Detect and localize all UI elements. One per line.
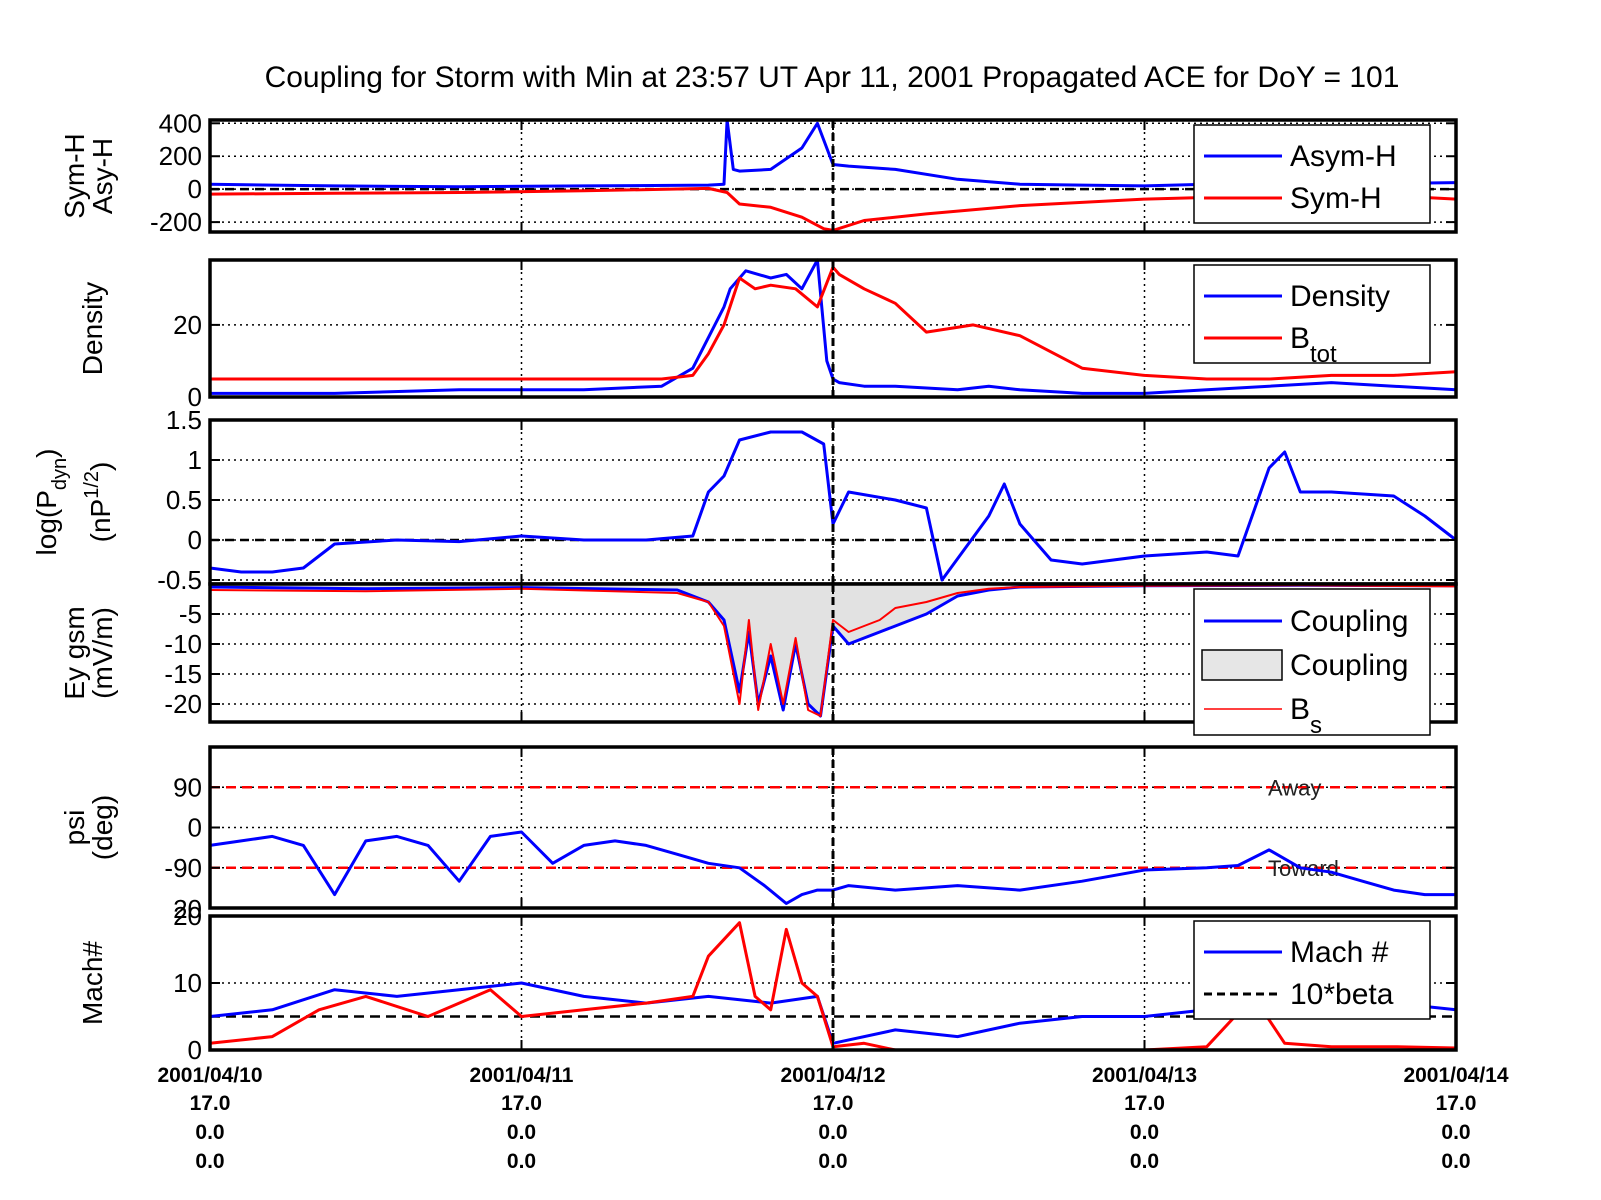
panel-6: 20 10 0 Mach# Mach # 10*beta [77, 901, 1458, 1065]
y-tick-label: 0 [188, 382, 202, 412]
x-tick-label: 0.0 [507, 1150, 536, 1173]
x-tick-label: 0.0 [1130, 1150, 1159, 1173]
y-axis-label: Density [77, 282, 108, 375]
legend-label: 10*beta [1290, 978, 1394, 1011]
x-tick-label: 17.0 [1124, 1092, 1165, 1115]
y-tick-label: 10 [173, 968, 202, 998]
x-tick-label: 17.0 [813, 1092, 854, 1115]
series-line [209, 921, 1457, 1052]
x-tick-label: 0.0 [195, 1150, 224, 1173]
y-tick-label: 400 [159, 108, 202, 138]
chart-title: Coupling for Storm with Min at 23:57 UT … [265, 61, 1400, 94]
legend: Coupling Coupling Bs [1193, 588, 1431, 739]
y-tick-label: 20 [173, 901, 202, 931]
x-tick-label: 2001/04/11 [470, 1064, 574, 1087]
legend: Mach # 10*beta [1193, 920, 1431, 1020]
x-tick-label: 17.0 [190, 1092, 231, 1115]
y-axis-label: Asy-H [87, 138, 118, 214]
panel-3: 1.5 1 0.5 0 -0.5 log(Pdyn) (nP1/2) [31, 405, 1458, 595]
x-tick-label: 0.0 [818, 1121, 847, 1144]
x-axis-labels: 2001/04/10 2001/04/11 2001/04/12 2001/04/13… [157, 1064, 1508, 1173]
legend-label: Btot [1290, 322, 1337, 368]
x-tick-label: 0.0 [1441, 1121, 1470, 1144]
y-axis-label: log(Pdyn) [31, 449, 71, 556]
legend-label: Mach # [1290, 936, 1389, 969]
y-tick-label: 0 [188, 1035, 202, 1065]
x-tick-label: 0.0 [818, 1150, 847, 1173]
y-tick-label: 0 [188, 174, 202, 204]
x-tick-label: 2001/04/10 [157, 1064, 262, 1087]
x-tick-label: 2001/04/13 [1092, 1064, 1197, 1087]
y-tick-label: 90 [173, 772, 202, 802]
x-tick-label: 0.0 [195, 1121, 224, 1144]
legend: Density Btot [1193, 264, 1431, 368]
legend-label: Bs [1290, 693, 1322, 739]
legend-patch [1201, 649, 1283, 681]
series-line [209, 830, 1456, 905]
legend-label: Asym-H [1290, 140, 1397, 173]
x-tick-label: 2001/04/14 [1403, 1064, 1508, 1087]
y-axis-label: psi [59, 810, 90, 846]
x-tick-label: 17.0 [501, 1092, 542, 1115]
y-tick-label: 0 [188, 813, 202, 843]
legend-label: Coupling [1290, 605, 1408, 638]
x-tick-label: 0.0 [1441, 1150, 1470, 1173]
series-line [209, 430, 1457, 582]
y-axis-label: Sym-H [59, 133, 90, 219]
y-tick-label: 0 [188, 525, 202, 555]
x-tick-label: 2001/04/12 [780, 1064, 885, 1087]
series-line [209, 584, 1457, 717]
y-tick-label: -5 [179, 599, 202, 629]
legend-box [1193, 124, 1431, 224]
y-tick-label: 20 [173, 310, 202, 340]
y-tick-label: 1 [188, 445, 202, 475]
legend: Asym-H Sym-H [1193, 124, 1431, 224]
legend-label: Coupling [1290, 649, 1408, 682]
y-tick-label: -0.5 [157, 565, 202, 595]
legend-label: Sym-H [1290, 182, 1382, 215]
x-tick-label: 0.0 [1130, 1121, 1159, 1144]
y-tick-label: -90 [164, 853, 202, 883]
y-tick-label: 1.5 [166, 405, 202, 435]
y-tick-label: -20 [164, 689, 202, 719]
legend-box [1193, 264, 1431, 364]
x-tick-label: 17.0 [1436, 1092, 1477, 1115]
y-axis-label: Mach# [77, 941, 108, 1025]
y-axis-label: (mV/m) [87, 607, 118, 699]
y-axis-label: (nP1/2) [81, 462, 116, 543]
y-tick-label: 20 [173, 894, 202, 924]
y-axis-label: Ey gsm [59, 606, 90, 699]
y-axis-label: (deg) [87, 795, 118, 860]
reference-label: Away [1268, 775, 1321, 800]
legend-box [1193, 920, 1431, 1020]
panel-2: 20 0 Density Density Btot [77, 258, 1458, 412]
y-tick-label: 0.5 [166, 485, 202, 515]
y-tick-label: -15 [164, 659, 202, 689]
legend-label: Density [1290, 280, 1390, 313]
panel-4: -5-10-15-20 Ey gsm(mV/m) Coupling Coupling B… [59, 582, 1458, 739]
x-tick-label: 0.0 [507, 1121, 536, 1144]
y-tick-label: 200 [159, 141, 202, 171]
y-tick-label: -200 [150, 207, 202, 237]
y-tick-label: -10 [164, 629, 202, 659]
